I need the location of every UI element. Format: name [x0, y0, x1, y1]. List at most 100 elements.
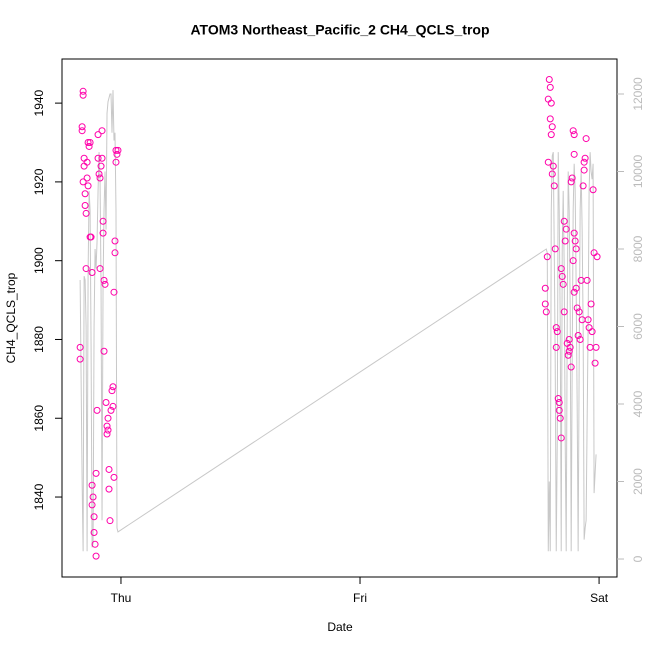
- data-point: [97, 162, 105, 170]
- data-point: [552, 324, 560, 332]
- data-point: [89, 493, 97, 501]
- y2-tick-label: 4000: [631, 390, 645, 417]
- x-tick-label: Sat: [590, 591, 609, 605]
- y-axis-label: CH4_QCLS_trop: [4, 272, 18, 363]
- data-point: [548, 170, 556, 178]
- data-point: [81, 190, 89, 198]
- data-point: [556, 414, 564, 422]
- data-point: [591, 359, 599, 367]
- data-point: [96, 174, 104, 182]
- data-point: [555, 398, 563, 406]
- data-point: [588, 328, 596, 336]
- data-point: [111, 237, 119, 245]
- y2-tick-label: 2000: [631, 468, 645, 495]
- x-tick-label: Thu: [111, 591, 132, 605]
- data-point: [109, 383, 117, 391]
- data-point: [571, 237, 579, 245]
- data-point: [109, 402, 117, 410]
- data-point: [84, 182, 92, 190]
- data-point: [83, 174, 91, 182]
- data-point: [560, 308, 568, 316]
- y2-tick-label: 10000: [631, 154, 645, 188]
- data-point: [91, 540, 99, 548]
- data-point: [84, 139, 92, 147]
- y2-tick-label: 6000: [631, 313, 645, 340]
- data-point: [86, 233, 94, 241]
- data-point: [567, 363, 575, 371]
- data-point: [547, 99, 555, 107]
- data-point: [559, 280, 567, 288]
- x-tick-label: Fri: [353, 591, 367, 605]
- data-point: [542, 308, 550, 316]
- data-point: [90, 513, 98, 521]
- data-point: [78, 123, 86, 131]
- data-point: [547, 131, 555, 139]
- data-point: [94, 131, 102, 139]
- data-point: [576, 335, 584, 343]
- y2-tick-label: 0: [631, 555, 645, 562]
- data-point: [105, 485, 113, 493]
- data-point: [569, 257, 577, 265]
- data-point: [106, 517, 114, 525]
- data-point: [543, 253, 551, 261]
- data-point: [592, 343, 600, 351]
- y-tick-label: 1900: [32, 247, 46, 274]
- data-point: [76, 343, 84, 351]
- data-point: [560, 217, 568, 225]
- data-point: [110, 473, 118, 481]
- data-point: [110, 288, 118, 296]
- data-point: [565, 347, 573, 355]
- data-point: [569, 127, 577, 135]
- data-point: [580, 166, 588, 174]
- data-point: [94, 154, 102, 162]
- y-tick-label: 1940: [32, 89, 46, 116]
- data-point: [92, 469, 100, 477]
- data-point: [567, 178, 575, 186]
- data-point: [546, 115, 554, 123]
- data-point: [565, 335, 573, 343]
- data-point: [90, 528, 98, 536]
- data-point: [113, 150, 121, 158]
- data-point: [105, 465, 113, 473]
- data-point: [111, 249, 119, 257]
- chart-title: ATOM3 Northeast_Pacific_2 CH4_QCLS_trop: [190, 22, 489, 38]
- data-point: [551, 245, 559, 253]
- data-point: [541, 300, 549, 308]
- data-point: [103, 422, 111, 430]
- data-point: [96, 265, 104, 273]
- data-point: [587, 300, 595, 308]
- data-point: [88, 481, 96, 489]
- data-point: [98, 127, 106, 135]
- data-point: [82, 209, 90, 217]
- data-point: [99, 217, 107, 225]
- data-point: [104, 426, 112, 434]
- y-tick-label: 1840: [32, 483, 46, 510]
- data-point: [583, 276, 591, 284]
- data-point: [99, 229, 107, 237]
- y-tick-label: 1880: [32, 326, 46, 353]
- x-axis-label: Date: [327, 620, 353, 634]
- data-point: [98, 154, 106, 162]
- data-point: [93, 406, 101, 414]
- data-point: [564, 351, 572, 359]
- data-point: [561, 237, 569, 245]
- data-point: [76, 355, 84, 363]
- data-point: [85, 142, 93, 150]
- data-point: [570, 150, 578, 158]
- data-point: [79, 87, 87, 95]
- data-point: [557, 434, 565, 442]
- data-point: [580, 158, 588, 166]
- y-tick-label: 1860: [32, 405, 46, 432]
- data-point: [92, 552, 100, 560]
- data-point: [566, 343, 574, 351]
- data-point: [103, 430, 111, 438]
- data-point: [101, 280, 109, 288]
- data-point: [545, 75, 553, 83]
- data-point: [557, 265, 565, 273]
- data-point: [568, 174, 576, 182]
- y2-tick-label: 8000: [631, 235, 645, 262]
- data-point: [550, 182, 558, 190]
- data-point: [581, 154, 589, 162]
